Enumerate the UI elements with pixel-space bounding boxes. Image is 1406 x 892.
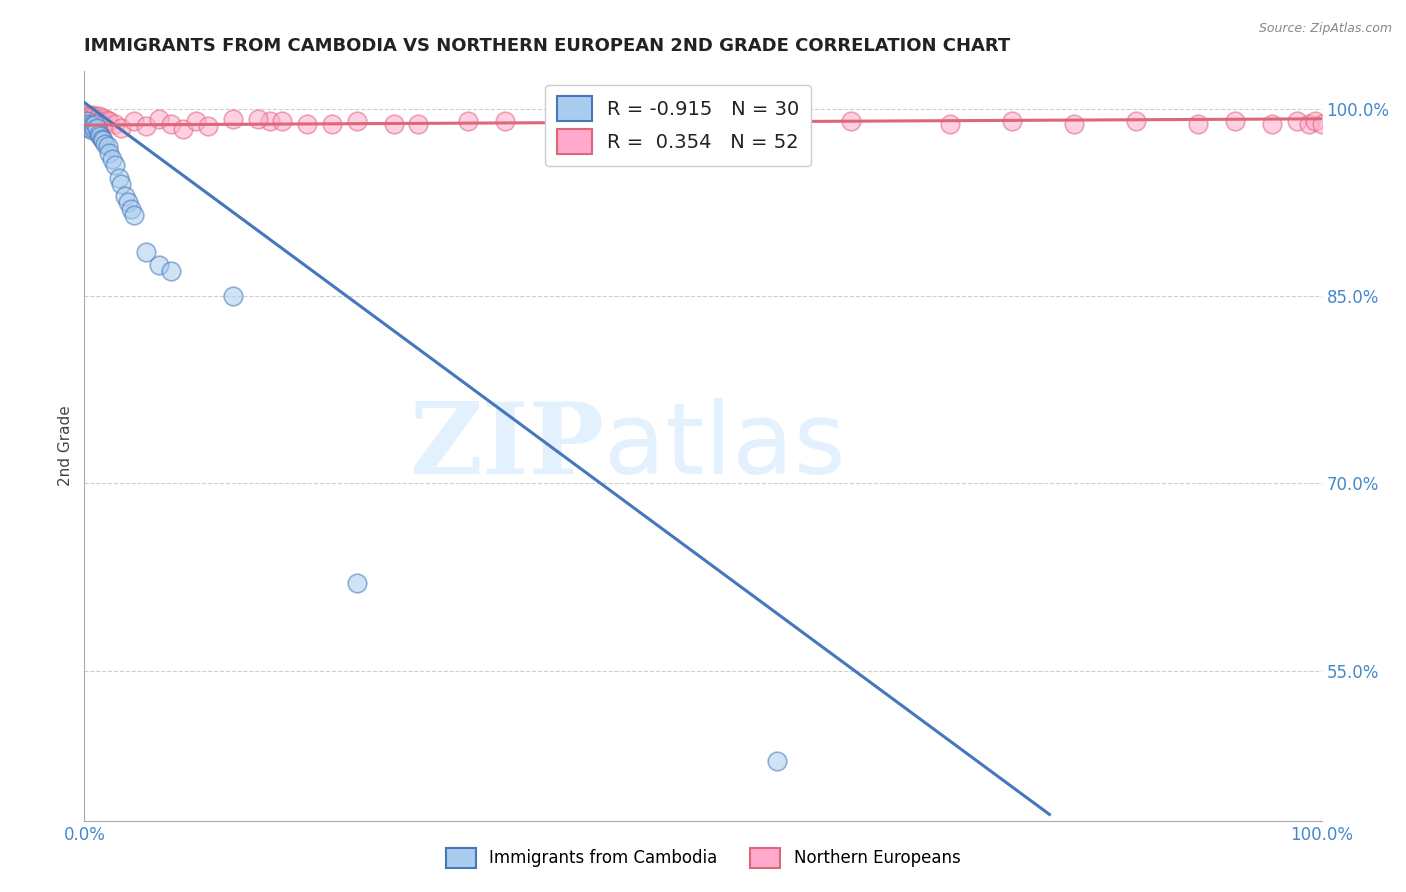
Point — [222, 112, 245, 126]
Text: Source: ZipAtlas.com: Source: ZipAtlas.com — [1258, 22, 1392, 36]
Point — [82, 114, 104, 128]
Y-axis label: 2nd Grade: 2nd Grade — [58, 406, 73, 486]
Point — [76, 108, 98, 122]
Text: atlas: atlas — [605, 398, 845, 494]
Point — [1305, 114, 1327, 128]
Point — [1223, 114, 1246, 128]
Point — [321, 117, 343, 131]
Point — [91, 111, 114, 125]
Point — [108, 170, 131, 185]
Point — [222, 289, 245, 303]
Text: IMMIGRANTS FROM CAMBODIA VS NORTHERN EUROPEAN 2ND GRADE CORRELATION CHART: IMMIGRANTS FROM CAMBODIA VS NORTHERN EUR… — [84, 37, 1011, 54]
Point — [543, 117, 565, 131]
Point — [97, 139, 120, 153]
Point — [259, 114, 281, 128]
Text: ZIP: ZIP — [409, 398, 605, 494]
Point — [84, 117, 107, 131]
Point — [1187, 117, 1209, 131]
Point — [104, 158, 127, 172]
Point — [135, 120, 157, 134]
Point — [766, 754, 789, 768]
Point — [1285, 114, 1308, 128]
Point — [82, 120, 104, 134]
Point — [135, 245, 157, 260]
Point — [98, 114, 121, 128]
Point — [382, 117, 405, 131]
Point — [593, 117, 616, 131]
Point — [494, 114, 516, 128]
Point — [86, 120, 108, 135]
Point — [346, 576, 368, 591]
Point — [110, 120, 132, 135]
Point — [271, 114, 294, 128]
Point — [84, 117, 107, 131]
Point — [86, 111, 108, 125]
Point — [83, 109, 105, 123]
Point — [110, 177, 132, 191]
Point — [79, 118, 101, 132]
Point — [80, 123, 103, 137]
Point — [87, 113, 110, 128]
Point — [76, 114, 98, 128]
Point — [1298, 117, 1320, 131]
Point — [457, 114, 479, 128]
Point — [89, 109, 111, 123]
Point — [1261, 117, 1284, 131]
Legend: Immigrants from Cambodia, Northern Europeans: Immigrants from Cambodia, Northern Europ… — [439, 841, 967, 875]
Point — [630, 114, 652, 128]
Point — [172, 121, 194, 136]
Point — [77, 111, 100, 125]
Point — [728, 117, 751, 131]
Legend: R = -0.915   N = 30, R =  0.354   N = 52: R = -0.915 N = 30, R = 0.354 N = 52 — [546, 85, 811, 166]
Point — [122, 114, 145, 128]
Point — [346, 114, 368, 128]
Point — [89, 129, 111, 144]
Point — [246, 112, 269, 126]
Point — [120, 202, 142, 216]
Point — [148, 112, 170, 126]
Point — [77, 117, 100, 131]
Point — [1001, 114, 1024, 128]
Point — [98, 145, 121, 160]
Point — [1063, 117, 1085, 131]
Point — [94, 136, 117, 151]
Point — [1310, 117, 1333, 131]
Point — [160, 117, 183, 131]
Point — [91, 133, 114, 147]
Point — [841, 114, 863, 128]
Point — [100, 152, 122, 166]
Point — [83, 121, 105, 136]
Point — [80, 108, 103, 122]
Point — [79, 112, 101, 126]
Point — [79, 120, 101, 135]
Point — [1125, 114, 1147, 128]
Point — [408, 117, 430, 131]
Point — [160, 264, 183, 278]
Point — [90, 132, 112, 146]
Point — [114, 189, 136, 203]
Point — [939, 117, 962, 131]
Point — [184, 114, 207, 128]
Point — [79, 109, 101, 123]
Point — [117, 195, 139, 210]
Point — [96, 113, 118, 128]
Point — [197, 120, 219, 134]
Point — [104, 117, 127, 131]
Point — [93, 117, 115, 131]
Point — [89, 127, 111, 141]
Point — [148, 258, 170, 272]
Point — [122, 208, 145, 222]
Point — [295, 117, 318, 131]
Point — [89, 114, 111, 128]
